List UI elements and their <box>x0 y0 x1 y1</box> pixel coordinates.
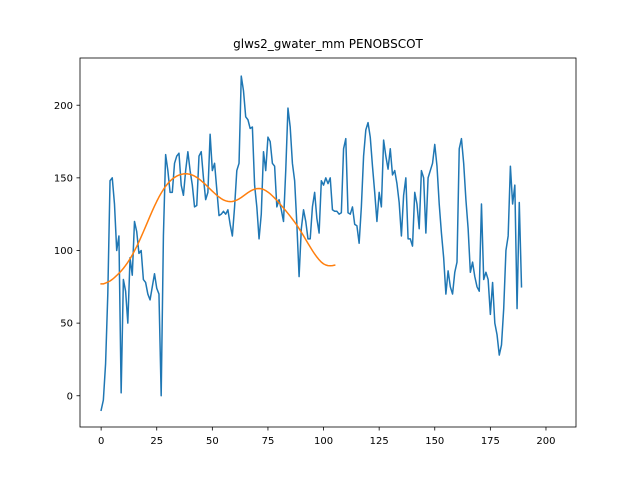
y-tick-label: 150 <box>54 173 73 184</box>
x-tick-label: 125 <box>370 436 389 447</box>
series-line-2 <box>100 173 336 285</box>
chart-title: glws2_gwater_mm PENOBSCOT <box>233 37 423 51</box>
x-tick-label: 0 <box>98 436 104 447</box>
x-tick-label: 25 <box>150 436 163 447</box>
x-tick-label: 175 <box>481 436 500 447</box>
y-tick-label: 50 <box>60 319 73 330</box>
series-layer <box>100 75 523 412</box>
axes-frame <box>79 57 577 428</box>
x-tick-label: 75 <box>262 436 275 447</box>
y-tick-label: 200 <box>54 101 73 112</box>
x-tick-label: 100 <box>314 436 333 447</box>
x-tick-label: 200 <box>536 436 555 447</box>
x-tick-label: 150 <box>425 436 444 447</box>
y-tick-label: 100 <box>54 246 73 257</box>
y-tick-label: 0 <box>67 391 73 402</box>
x-tick-label: 50 <box>206 436 219 447</box>
series-line-1 <box>100 75 523 412</box>
axes-layer: 0 25 50 75 100 125 150 175 200 0 50 100 150 200 <box>54 57 577 447</box>
